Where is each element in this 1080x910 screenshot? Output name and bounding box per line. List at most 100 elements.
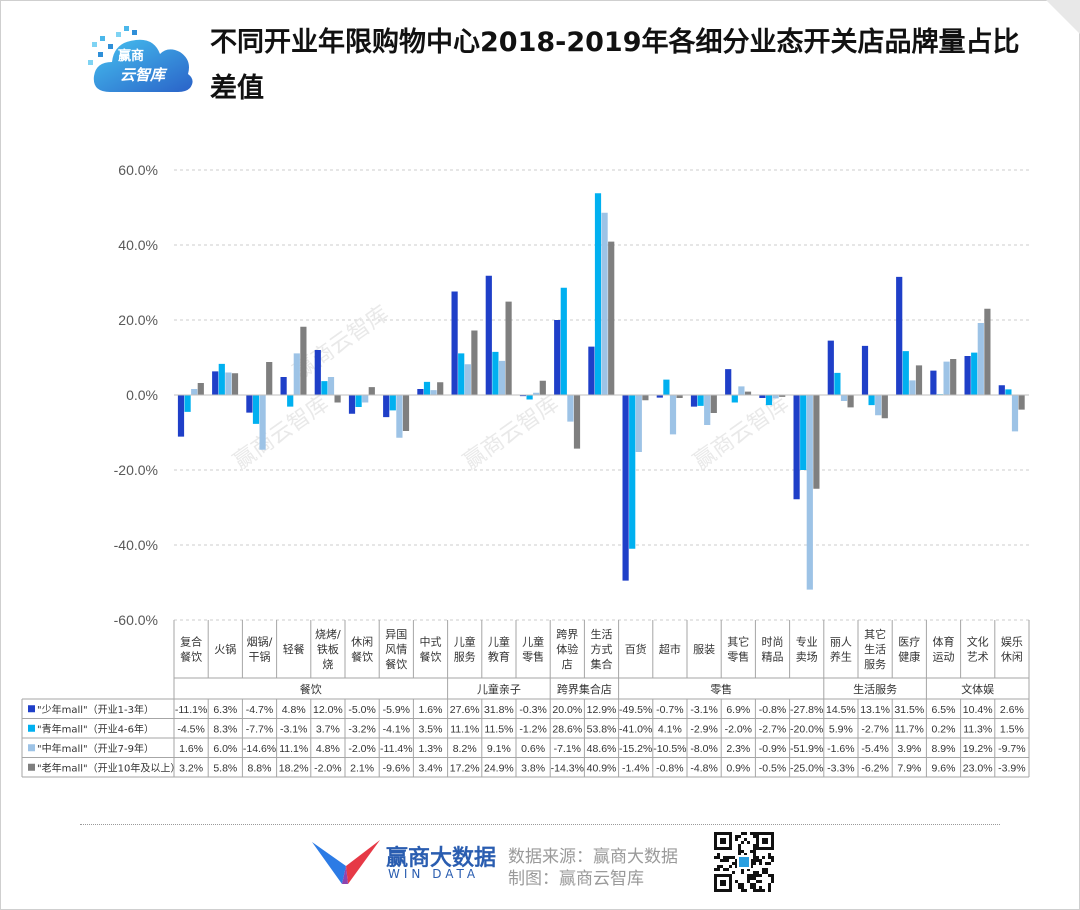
bar-1 [930,370,937,395]
y-tick-label: 0.0% [126,387,158,403]
legend-swatch [28,744,35,752]
data-label: 1.6% [419,704,443,716]
data-label: 5.9% [829,723,853,735]
data-label: -11.1% [175,704,208,716]
data-label: -7.7% [246,723,273,735]
category-label: 休闲 [351,635,373,649]
bar-2 [731,395,738,403]
category-label: 超市 [659,642,681,656]
data-label: -0.9% [759,743,786,755]
group-label: 儿童亲子 [477,682,521,696]
bar-4 [608,241,615,395]
bar-1 [588,346,595,395]
bar-4 [573,395,581,449]
data-label: 0.2% [932,723,956,735]
bar-4 [505,301,512,395]
data-label: 31.8% [484,704,514,716]
data-label: -41.0% [619,723,652,735]
bar-2 [1005,389,1012,395]
data-label: 11.5% [484,723,513,735]
category-label: 儿童 [522,635,544,649]
bar-3 [430,390,437,395]
data-label: 4.8% [316,743,340,755]
bar-3 [327,377,335,395]
win-data-logo-icon [312,840,380,884]
category-label: 餐饮 [180,650,202,664]
category-label: 文化 [967,635,989,649]
data-label: 53.8% [587,723,617,735]
category-label: 运动 [933,651,955,664]
data-label: -51.9% [790,743,823,755]
bar-2 [184,395,191,412]
bar-2 [868,395,875,406]
chart-title: 不同开业年限购物中心2018-2019年各细分业态开关店品牌量占比差值 [210,27,1020,104]
category-label: 服务 [454,651,476,664]
bar-4 [197,383,204,395]
data-label: 11.1% [450,723,479,735]
data-label: 3.8% [521,762,545,774]
category-label: 其它 [864,627,886,641]
data-label: -9.7% [998,743,1025,755]
category-label: 卖场 [796,650,818,664]
data-label: 6.5% [932,704,956,716]
bar-3 [909,380,916,395]
data-label: -10.5% [653,743,686,755]
category-label: 时尚 [762,635,784,649]
data-label: 5.8% [213,762,237,774]
category-label: 集合 [591,657,613,671]
data-label: 6.9% [726,704,750,716]
bar-1 [280,377,287,395]
data-label: 8.9% [932,743,956,755]
qr-code-icon [714,832,774,892]
logo-text-line1: 赢商 [118,49,145,64]
data-label: -4.1% [383,723,410,735]
bar-3 [362,395,369,403]
data-label: -2.0% [314,762,341,774]
brand-name: 赢商大数据 [386,846,497,871]
legend-swatch [28,763,35,771]
category-label: 餐饮 [385,657,407,671]
data-label: -15.2% [619,743,652,755]
bar-4 [676,395,683,398]
data-label: -1.6% [827,743,854,755]
bar-1 [622,395,629,581]
bar-4 [300,326,307,395]
bar-1 [348,395,356,414]
data-label: -14.6% [243,743,276,755]
y-tick-label: 20.0% [118,312,158,328]
data-label: 2.6% [1000,704,1024,716]
y-tick-label: -60.0% [114,612,158,628]
group-label: 零售 [710,682,732,696]
watermark-text: 赢商云智库 [459,391,563,475]
bar-1 [964,356,971,395]
bar-2 [902,351,909,395]
data-label: -5.9% [383,704,410,716]
bar-3 [567,395,574,422]
bar-1 [383,395,390,418]
category-label: 娱乐 [1001,635,1023,649]
data-label: 40.9% [587,762,617,774]
bar-3 [464,364,471,395]
bar-4 [847,395,854,408]
category-label: 餐饮 [420,650,442,664]
bar-2 [594,193,602,395]
category-label: 复合 [180,635,202,649]
data-label: 1.5% [1000,723,1024,735]
bar-1 [725,369,732,395]
bar-4 [334,395,341,403]
category-label: 烧 [322,658,333,671]
bar-2 [697,395,704,406]
bar-4 [437,382,444,395]
data-label: -3.1% [690,704,717,716]
bar-3 [943,361,950,395]
data-label: 7.9% [897,762,921,774]
bar-3 [840,395,848,401]
bar-1 [417,389,424,395]
bar-4 [402,395,410,431]
bar-4 [539,380,546,395]
bar-1 [485,275,492,395]
data-label: 0.9% [726,762,750,774]
category-label: 烧烤/ [315,627,341,641]
bar-2 [218,363,225,395]
